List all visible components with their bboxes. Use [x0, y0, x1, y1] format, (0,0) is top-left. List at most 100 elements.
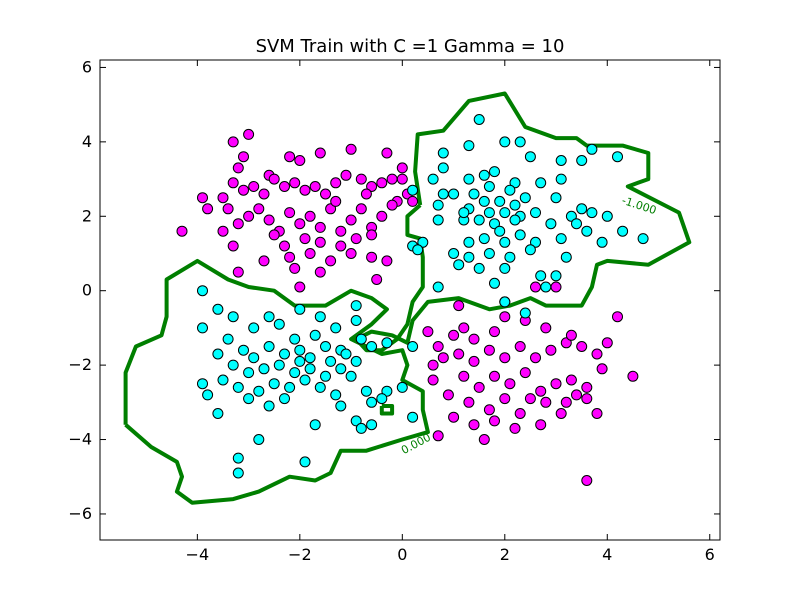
point-magenta [176, 225, 188, 237]
y-tick-label: 6 [82, 57, 92, 76]
point-cyan [335, 400, 347, 412]
point-magenta [550, 378, 562, 390]
point-magenta [499, 393, 511, 405]
point-cyan [366, 341, 378, 352]
point-cyan [504, 251, 516, 263]
point-cyan [396, 381, 408, 393]
point-magenta [453, 300, 465, 312]
point-magenta [258, 255, 270, 267]
point-magenta [448, 411, 460, 423]
point-cyan [463, 140, 475, 152]
point-cyan [514, 229, 526, 241]
point-cyan [432, 214, 444, 226]
point-magenta [540, 322, 552, 334]
point-magenta [197, 192, 208, 204]
point-cyan [407, 184, 419, 196]
x-tick-label: 6 [705, 545, 715, 564]
point-magenta [499, 311, 511, 323]
point-magenta [366, 251, 378, 263]
point-magenta [299, 233, 311, 245]
point-magenta [309, 181, 321, 192]
point-cyan [524, 151, 536, 163]
point-cyan [432, 281, 444, 293]
point-cyan [294, 303, 306, 315]
point-cyan [437, 147, 449, 159]
point-magenta [232, 162, 244, 174]
point-cyan [483, 248, 495, 259]
point-magenta [627, 370, 639, 382]
point-cyan [601, 210, 613, 222]
point-magenta [535, 385, 547, 397]
y-tick-label: 4 [82, 132, 92, 151]
point-magenta [591, 408, 603, 419]
point-cyan [222, 333, 234, 345]
point-cyan [320, 341, 331, 352]
point-cyan [499, 136, 511, 148]
point-cyan [407, 341, 419, 352]
point-cyan [540, 281, 552, 293]
point-magenta [335, 225, 347, 237]
point-magenta [463, 396, 475, 408]
point-cyan [248, 352, 260, 364]
point-magenta [468, 419, 480, 431]
point-magenta [304, 248, 316, 259]
point-cyan [232, 381, 244, 393]
point-cyan [289, 333, 301, 345]
point-magenta [345, 248, 357, 259]
point-magenta [509, 422, 521, 434]
point-cyan [248, 322, 260, 334]
point-cyan [586, 143, 598, 155]
point-cyan [489, 277, 500, 289]
point-magenta [325, 203, 337, 215]
point-cyan [586, 207, 598, 219]
point-cyan [545, 218, 557, 230]
point-cyan [355, 333, 367, 345]
decision-boundary-2 [379, 404, 395, 416]
y-tick-label: −2 [68, 355, 92, 374]
point-cyan [560, 251, 572, 263]
point-cyan [432, 199, 444, 211]
point-magenta [427, 359, 439, 371]
point-magenta [314, 266, 326, 278]
point-cyan [289, 367, 301, 379]
decision-boundary-1 [123, 258, 430, 505]
point-cyan [489, 166, 500, 178]
point-magenta [294, 218, 306, 230]
point-magenta [227, 177, 239, 189]
point-magenta [396, 162, 408, 174]
point-cyan [366, 396, 378, 408]
point-cyan [366, 419, 378, 431]
point-cyan [473, 262, 485, 274]
point-cyan [617, 225, 629, 237]
point-magenta [473, 381, 485, 393]
x-tick-label: −2 [288, 545, 312, 564]
point-magenta [489, 415, 500, 427]
point-magenta [612, 311, 623, 323]
point-magenta [366, 181, 378, 192]
point-cyan [309, 419, 321, 431]
point-magenta [243, 210, 255, 222]
point-cyan [263, 311, 275, 323]
point-cyan [448, 248, 460, 259]
point-magenta [314, 236, 326, 248]
point-cyan [494, 225, 506, 237]
point-cyan [268, 378, 280, 390]
point-cyan [263, 400, 275, 412]
x-tick-label: −4 [186, 545, 210, 564]
point-magenta [320, 188, 331, 200]
point-magenta [232, 218, 244, 230]
point-cyan [238, 344, 249, 356]
point-magenta [514, 341, 526, 352]
point-magenta [268, 229, 280, 241]
point-cyan [576, 203, 588, 215]
y-tick-label: −4 [68, 430, 92, 449]
point-magenta [530, 352, 541, 364]
point-cyan [576, 155, 588, 166]
point-cyan [463, 236, 475, 248]
point-magenta [535, 419, 547, 431]
point-cyan [509, 199, 521, 211]
point-cyan [530, 236, 541, 248]
point-cyan [555, 173, 567, 185]
